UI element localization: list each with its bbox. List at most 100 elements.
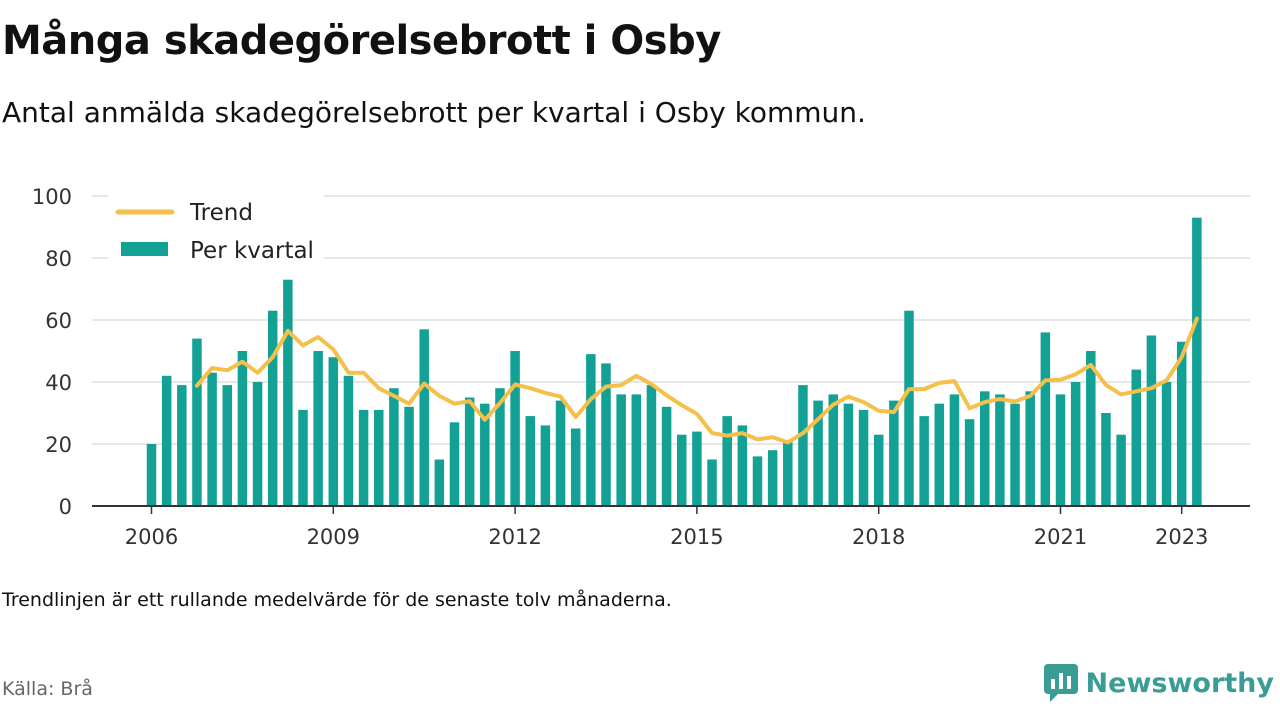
- brand-name: Newsworthy: [1085, 667, 1274, 699]
- bar: [722, 416, 732, 506]
- bar: [813, 400, 823, 506]
- bar: [404, 406, 414, 506]
- bar: [449, 422, 460, 506]
- bar: [964, 419, 975, 506]
- bar: [328, 357, 339, 506]
- bars: [146, 217, 1202, 506]
- bar: [616, 394, 626, 506]
- bar: [631, 394, 642, 506]
- bar: [586, 354, 596, 506]
- bar: [374, 409, 384, 506]
- bar: [192, 338, 202, 506]
- bar: [389, 388, 399, 506]
- legend-bars-label: Per kvartal: [190, 238, 314, 264]
- bar: [995, 394, 1005, 506]
- bar: [267, 310, 278, 506]
- bar: [1161, 382, 1172, 506]
- bar: [1055, 394, 1066, 506]
- bar: [1131, 369, 1141, 506]
- bar: [570, 428, 581, 506]
- bar: [525, 416, 535, 506]
- legend-trend-label: Trend: [189, 200, 253, 226]
- bar: [313, 351, 323, 506]
- bar: [283, 279, 293, 506]
- bar: [222, 385, 232, 506]
- bar: [873, 434, 884, 506]
- x-tick-label: 2006: [125, 525, 178, 549]
- x-tick-label: 2018: [852, 525, 905, 549]
- legend-bars-swatch: [121, 242, 168, 256]
- bar: [783, 440, 793, 506]
- bar: [1025, 391, 1035, 506]
- legend-background: [108, 188, 324, 272]
- bar: [1070, 382, 1081, 506]
- bar: [646, 385, 657, 506]
- bar: [1010, 403, 1020, 506]
- bar: [980, 391, 990, 506]
- bar: [237, 351, 248, 506]
- bar: [692, 431, 702, 506]
- bar: [707, 459, 717, 506]
- chart: 0 20 40 60 80 100 2006 2009 2012 2015 2018 2021 202…: [32, 185, 1250, 549]
- y-axis: 0 20 40 60 80 100: [32, 185, 72, 519]
- y-tick-label: 80: [45, 247, 72, 271]
- y-tick-label: 100: [32, 185, 72, 209]
- bar: [934, 403, 945, 506]
- newsworthy-logo-icon: [1043, 664, 1078, 702]
- bar: [207, 372, 217, 506]
- bar: [828, 394, 838, 506]
- bar: [889, 400, 899, 506]
- chart-subtitle: Antal anmälda skadegörelsebrott per kvar…: [2, 96, 866, 129]
- bar: [464, 397, 475, 506]
- bar: [1116, 434, 1126, 506]
- x-tick-label: 2009: [307, 525, 360, 549]
- legend: Trend Per kvartal: [108, 188, 324, 272]
- bar: [555, 400, 566, 506]
- trend-line: [194, 316, 1199, 445]
- bar: [601, 363, 611, 506]
- y-tick-label: 0: [59, 495, 72, 519]
- bar: [752, 456, 763, 506]
- bar: [419, 329, 429, 506]
- bar: [798, 385, 808, 506]
- bar: [737, 425, 748, 506]
- bar: [146, 444, 157, 506]
- y-tick-label: 60: [45, 309, 72, 333]
- bar: [843, 403, 854, 506]
- y-tick-label: 40: [45, 371, 72, 395]
- chart-title: Många skadegörelsebrott i Osby: [2, 18, 721, 64]
- bar: [161, 375, 172, 506]
- bar: [510, 351, 520, 506]
- trend-line-group: [194, 316, 1199, 445]
- bar: [177, 385, 187, 506]
- bar: [858, 409, 869, 506]
- bar: [919, 416, 929, 506]
- x-tick-label: 2021: [1034, 525, 1087, 549]
- bar: [1176, 341, 1187, 506]
- bar: [1146, 335, 1157, 506]
- bar: [904, 310, 914, 506]
- bar: [343, 375, 354, 506]
- bar: [677, 434, 687, 506]
- x-tick-label: 2012: [488, 525, 541, 549]
- bar: [540, 425, 551, 506]
- bar: [298, 409, 308, 506]
- bar: [434, 459, 445, 506]
- bar: [1101, 413, 1111, 506]
- source-credit: Källa: Brå: [2, 678, 93, 700]
- chart-note: Trendlinjen är ett rullande medelvärde f…: [2, 589, 672, 611]
- bar: [480, 403, 490, 506]
- y-tick-label: 20: [45, 433, 72, 457]
- brand-logo: Newsworthy: [1043, 664, 1274, 702]
- bar: [1192, 217, 1202, 506]
- bar: [358, 409, 369, 506]
- bar: [1040, 332, 1051, 506]
- bar: [1086, 351, 1096, 506]
- x-tick-label: 2015: [670, 525, 723, 549]
- x-tick-label: 2023: [1155, 525, 1208, 549]
- bar: [767, 450, 778, 506]
- x-axis: 2006 2009 2012 2015 2018 2021 2023: [92, 505, 1250, 549]
- bar: [661, 406, 672, 506]
- bar: [252, 382, 263, 506]
- bar: [949, 394, 960, 506]
